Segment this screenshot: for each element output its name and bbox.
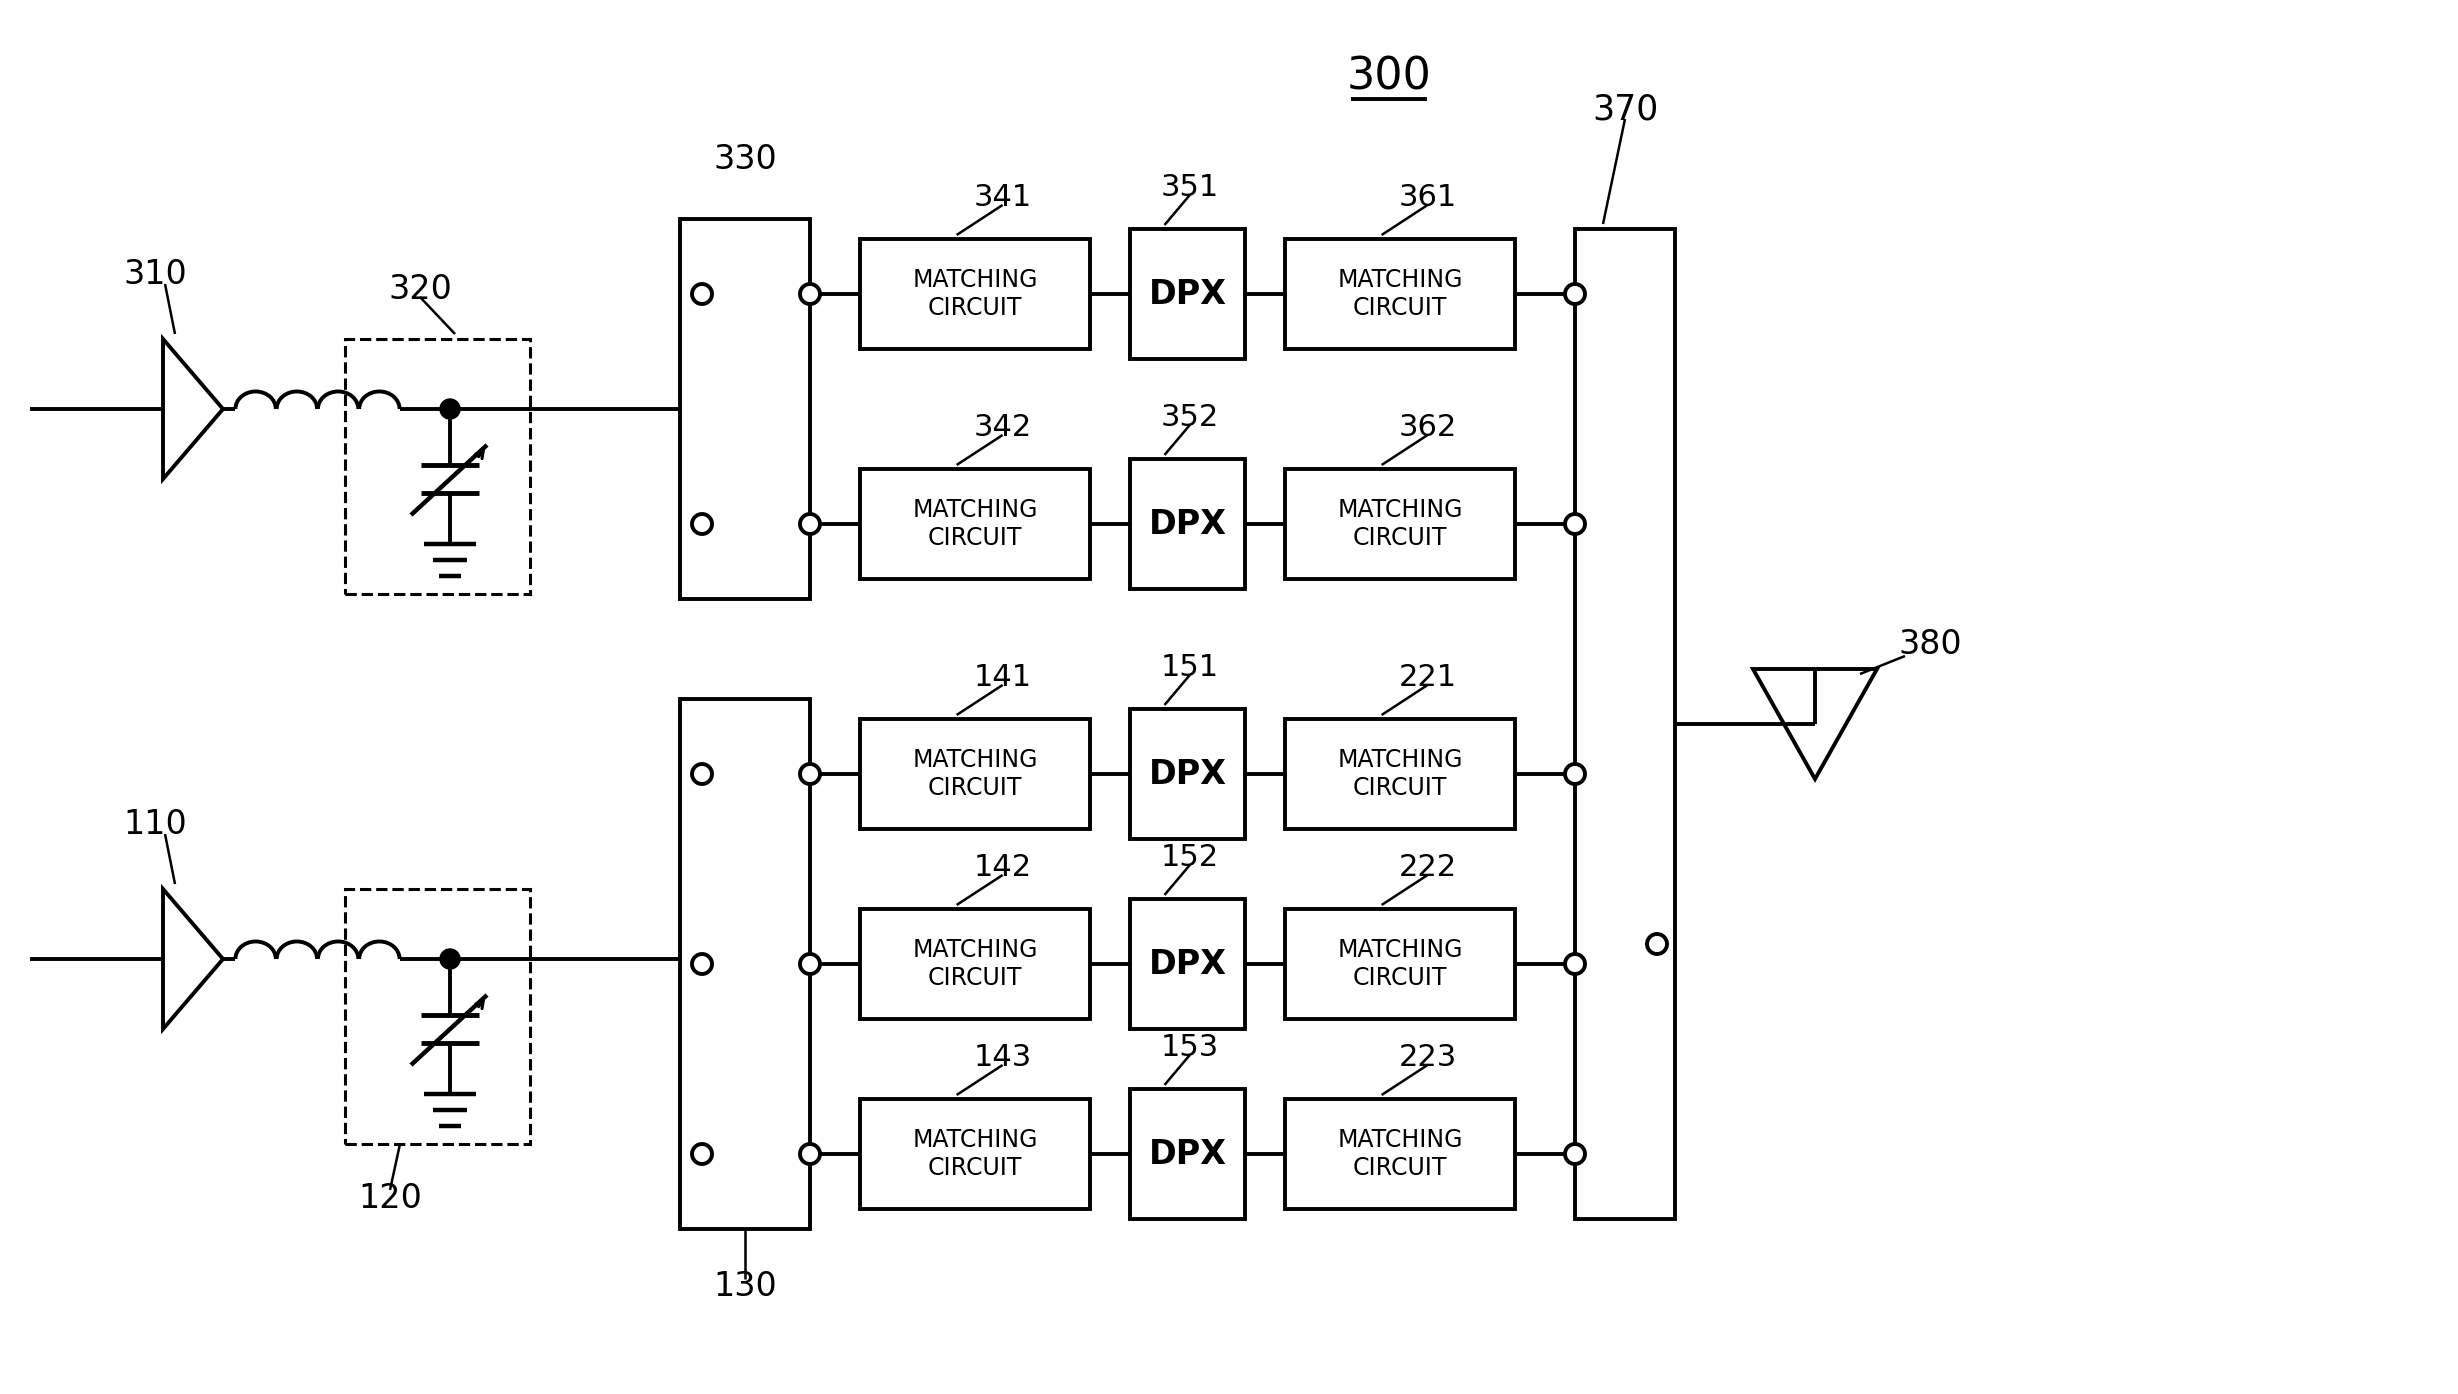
Bar: [344, 889, 531, 1144]
Text: DPX: DPX: [1148, 948, 1227, 980]
Text: 380: 380: [1898, 627, 1961, 661]
Text: 143: 143: [973, 1043, 1032, 1072]
Text: 330: 330: [713, 142, 777, 176]
Text: MATCHING
CIRCUIT: MATCHING CIRCUIT: [912, 938, 1037, 990]
Text: 223: 223: [1399, 1043, 1458, 1072]
Text: MATCHING
CIRCUIT: MATCHING CIRCUIT: [1337, 268, 1463, 319]
Circle shape: [1566, 514, 1585, 534]
Circle shape: [1566, 1144, 1585, 1164]
Circle shape: [799, 514, 821, 534]
Circle shape: [693, 1144, 713, 1164]
Text: 153: 153: [1160, 1033, 1219, 1061]
Circle shape: [799, 284, 821, 304]
Bar: [1286, 719, 1514, 829]
Text: 361: 361: [1399, 183, 1458, 212]
Text: 320: 320: [388, 272, 452, 305]
Text: 120: 120: [359, 1182, 423, 1216]
Circle shape: [440, 949, 460, 969]
Bar: [1131, 899, 1246, 1029]
Bar: [1576, 229, 1674, 1218]
Text: MATCHING
CIRCUIT: MATCHING CIRCUIT: [912, 749, 1037, 800]
Bar: [1286, 238, 1514, 348]
Circle shape: [693, 514, 713, 534]
Text: 151: 151: [1160, 652, 1219, 682]
Bar: [1131, 1089, 1246, 1218]
Text: 152: 152: [1160, 842, 1219, 871]
Text: 110: 110: [123, 807, 187, 841]
Text: 142: 142: [973, 853, 1032, 881]
Circle shape: [799, 1144, 821, 1164]
Text: DPX: DPX: [1148, 1138, 1227, 1171]
Bar: [1286, 1098, 1514, 1209]
Circle shape: [1566, 764, 1585, 783]
Text: DPX: DPX: [1148, 507, 1227, 541]
Bar: [1131, 710, 1246, 839]
Circle shape: [693, 284, 713, 304]
Circle shape: [440, 399, 460, 420]
Bar: [860, 909, 1089, 1019]
Circle shape: [693, 953, 713, 974]
Text: MATCHING
CIRCUIT: MATCHING CIRCUIT: [912, 498, 1037, 549]
Bar: [1286, 468, 1514, 579]
Bar: [344, 339, 531, 594]
Bar: [1131, 459, 1246, 590]
Text: 362: 362: [1399, 413, 1458, 442]
Text: MATCHING
CIRCUIT: MATCHING CIRCUIT: [1337, 1128, 1463, 1179]
Bar: [1286, 909, 1514, 1019]
Bar: [1131, 229, 1246, 360]
Text: DPX: DPX: [1148, 277, 1227, 311]
Circle shape: [1566, 284, 1585, 304]
Bar: [860, 238, 1089, 348]
Circle shape: [1566, 953, 1585, 974]
Text: 221: 221: [1399, 662, 1458, 691]
Bar: [860, 1098, 1089, 1209]
Text: 370: 370: [1593, 92, 1659, 125]
Text: DPX: DPX: [1148, 757, 1227, 790]
Circle shape: [799, 764, 821, 783]
Text: 342: 342: [973, 413, 1032, 442]
Text: 130: 130: [713, 1270, 777, 1303]
Text: 352: 352: [1160, 403, 1219, 432]
Text: MATCHING
CIRCUIT: MATCHING CIRCUIT: [1337, 938, 1463, 990]
Bar: [860, 719, 1089, 829]
Circle shape: [693, 764, 713, 783]
Text: 310: 310: [123, 258, 187, 290]
Circle shape: [799, 953, 821, 974]
Text: 141: 141: [973, 662, 1032, 691]
Bar: [860, 468, 1089, 579]
Text: 351: 351: [1160, 173, 1219, 202]
Text: MATCHING
CIRCUIT: MATCHING CIRCUIT: [912, 1128, 1037, 1179]
Text: MATCHING
CIRCUIT: MATCHING CIRCUIT: [1337, 749, 1463, 800]
Circle shape: [1647, 934, 1667, 953]
Text: 222: 222: [1399, 853, 1458, 881]
Text: 341: 341: [973, 183, 1032, 212]
Text: 300: 300: [1347, 56, 1431, 98]
Bar: [681, 219, 811, 599]
Text: MATCHING
CIRCUIT: MATCHING CIRCUIT: [912, 268, 1037, 319]
Bar: [681, 698, 811, 1230]
Text: MATCHING
CIRCUIT: MATCHING CIRCUIT: [1337, 498, 1463, 549]
